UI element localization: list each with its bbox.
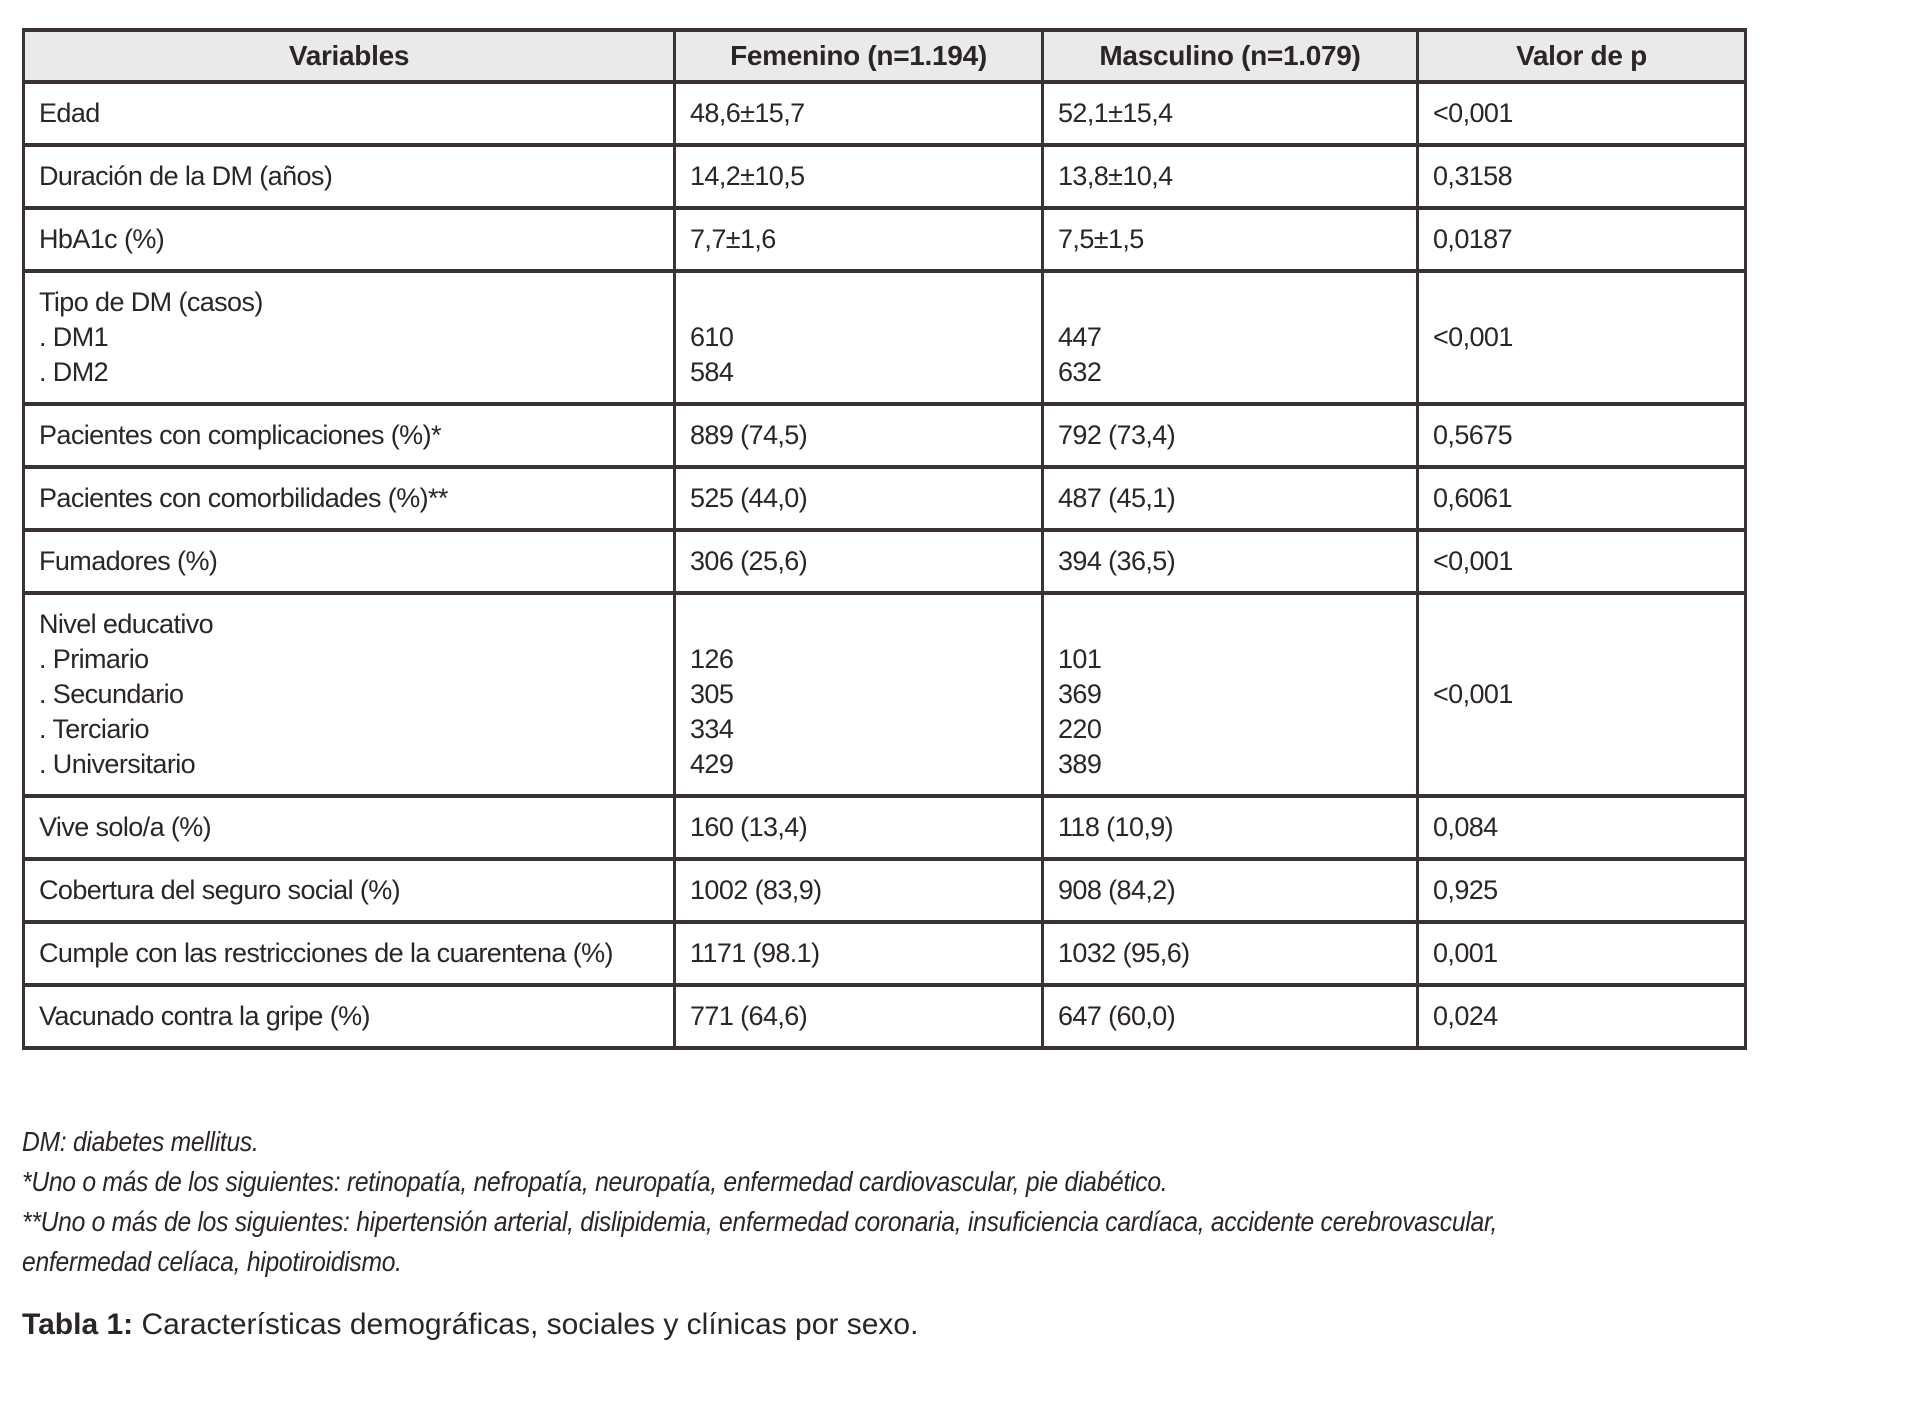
cell-variable: Pacientes con complicaciones (%)* xyxy=(22,402,676,469)
table-header-row: Variables Femenino (n=1.194) Masculino (… xyxy=(22,28,1747,84)
cell-variable: Cumple con las restricciones de la cuare… xyxy=(22,920,676,987)
cell-femenino: 160 (13,4) xyxy=(673,794,1044,861)
caption-text: Características demográficas, sociales y… xyxy=(133,1308,919,1341)
cell-femenino: 126 305 334 429 xyxy=(673,591,1044,798)
table-body: Edad 48,6±15,7 52,1±15,4 <0,001 Duración… xyxy=(22,80,1747,1050)
table-caption: Tabla 1: Características demográficas, s… xyxy=(22,1308,1892,1342)
table-row: HbA1c (%) 7,7±1,6 7,5±1,5 0,0187 xyxy=(22,206,1747,273)
page: Variables Femenino (n=1.194) Masculino (… xyxy=(22,28,1892,1342)
table-row: Vive solo/a (%) 160 (13,4) 118 (10,9) 0,… xyxy=(22,794,1747,861)
table-row: Duración de la DM (años) 14,2±10,5 13,8±… xyxy=(22,143,1747,210)
cell-p-value: 0,001 xyxy=(1416,920,1747,987)
cell-variable: Nivel educativo . Primario . Secundario … xyxy=(22,591,676,798)
cell-masculino: 487 (45,1) xyxy=(1041,465,1419,532)
cell-p-value: 0,925 xyxy=(1416,857,1747,924)
footnotes: DM: diabetes mellitus. *Uno o más de los… xyxy=(22,1122,1888,1282)
cell-masculino: 101 369 220 389 xyxy=(1041,591,1419,798)
cell-p-value: <0,001 xyxy=(1416,528,1747,595)
cell-p-value: 0,6061 xyxy=(1416,465,1747,532)
cell-femenino: 1002 (83,9) xyxy=(673,857,1044,924)
cell-masculino: 7,5±1,5 xyxy=(1041,206,1419,273)
cell-femenino: 48,6±15,7 xyxy=(673,80,1044,147)
cell-masculino: 52,1±15,4 xyxy=(1041,80,1419,147)
cell-masculino: 792 (73,4) xyxy=(1041,402,1419,469)
cell-variable: Duración de la DM (años) xyxy=(22,143,676,210)
table-row: Tipo de DM (casos) . DM1 . DM2 610 584 4… xyxy=(22,269,1747,406)
cell-p-value: <0,001 xyxy=(1416,80,1747,147)
table-row: Nivel educativo . Primario . Secundario … xyxy=(22,591,1747,798)
demographics-table: Variables Femenino (n=1.194) Masculino (… xyxy=(22,28,1747,1050)
cell-p-value: 0,0187 xyxy=(1416,206,1747,273)
footnote-dm: DM: diabetes mellitus. xyxy=(22,1126,259,1157)
cell-masculino: 118 (10,9) xyxy=(1041,794,1419,861)
header-variables: Variables xyxy=(22,28,676,84)
cell-p-value: <0,001 xyxy=(1416,269,1747,406)
cell-p-value: 0,084 xyxy=(1416,794,1747,861)
caption-label: Tabla 1: xyxy=(22,1308,134,1341)
cell-variable: Vacunado contra la gripe (%) xyxy=(22,983,676,1050)
footnote-comorbidities: **Uno o más de los siguientes: hipertens… xyxy=(22,1206,1498,1277)
cell-variable: Edad xyxy=(22,80,676,147)
cell-p-value: 0,024 xyxy=(1416,983,1747,1050)
header-valor-p: Valor de p xyxy=(1416,28,1747,84)
table-row: Pacientes con comorbilidades (%)** 525 (… xyxy=(22,465,1747,532)
header-femenino: Femenino (n=1.194) xyxy=(673,28,1044,84)
cell-femenino: 306 (25,6) xyxy=(673,528,1044,595)
cell-femenino: 525 (44,0) xyxy=(673,465,1044,532)
table-row: Vacunado contra la gripe (%) 771 (64,6) … xyxy=(22,983,1747,1050)
cell-variable: Tipo de DM (casos) . DM1 . DM2 xyxy=(22,269,676,406)
cell-variable: Fumadores (%) xyxy=(22,528,676,595)
cell-masculino: 647 (60,0) xyxy=(1041,983,1419,1050)
cell-p-value: <0,001 xyxy=(1416,591,1747,798)
cell-variable: HbA1c (%) xyxy=(22,206,676,273)
cell-femenino: 14,2±10,5 xyxy=(673,143,1044,210)
cell-masculino: 447 632 xyxy=(1041,269,1419,406)
cell-variable: Pacientes con comorbilidades (%)** xyxy=(22,465,676,532)
table-row: Cobertura del seguro social (%) 1002 (83… xyxy=(22,857,1747,924)
table-row: Edad 48,6±15,7 52,1±15,4 <0,001 xyxy=(22,80,1747,147)
table-row: Pacientes con complicaciones (%)* 889 (7… xyxy=(22,402,1747,469)
cell-variable: Cobertura del seguro social (%) xyxy=(22,857,676,924)
footnote-complications: *Uno o más de los siguientes: retinopatí… xyxy=(22,1166,1168,1197)
header-masculino: Masculino (n=1.079) xyxy=(1041,28,1419,84)
cell-femenino: 610 584 xyxy=(673,269,1044,406)
cell-femenino: 7,7±1,6 xyxy=(673,206,1044,273)
cell-femenino: 889 (74,5) xyxy=(673,402,1044,469)
cell-masculino: 394 (36,5) xyxy=(1041,528,1419,595)
cell-femenino: 1171 (98.1) xyxy=(673,920,1044,987)
cell-masculino: 13,8±10,4 xyxy=(1041,143,1419,210)
table-row: Fumadores (%) 306 (25,6) 394 (36,5) <0,0… xyxy=(22,528,1747,595)
cell-p-value: 0,3158 xyxy=(1416,143,1747,210)
cell-variable: Vive solo/a (%) xyxy=(22,794,676,861)
cell-p-value: 0,5675 xyxy=(1416,402,1747,469)
table-row: Cumple con las restricciones de la cuare… xyxy=(22,920,1747,987)
cell-femenino: 771 (64,6) xyxy=(673,983,1044,1050)
cell-masculino: 908 (84,2) xyxy=(1041,857,1419,924)
cell-masculino: 1032 (95,6) xyxy=(1041,920,1419,987)
